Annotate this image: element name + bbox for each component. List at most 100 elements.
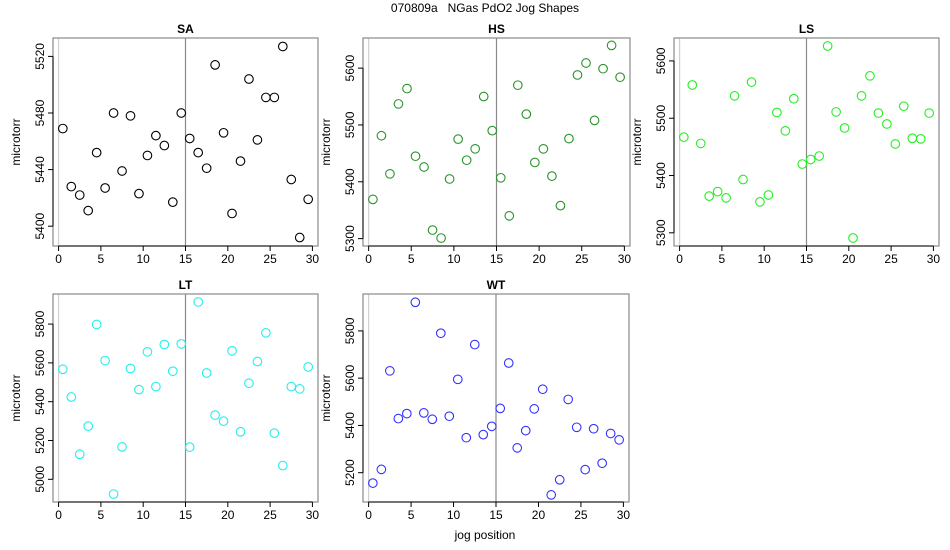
panel-title: HS [488,22,505,36]
data-point-hs [581,58,591,68]
x-tick-label: 0 [55,252,62,266]
data-point-sa [244,74,254,84]
x-tick-label: 30 [617,508,631,522]
data-point-sa [91,147,102,158]
data-point-hs [436,233,446,243]
x-tick-label: 25 [575,252,589,266]
data-point-lt [167,366,178,377]
data-point-hs [376,130,387,141]
data-point-hs [393,99,404,109]
data-point-sa [269,92,280,103]
data-point-lt [125,363,136,374]
panel-lt: LT microtorr 0 5 10 15 20 25 30 5000 5200 5400 5600 5… [9,278,319,522]
y-tick-label: 5520 [33,43,47,70]
data-point-wt [580,464,591,475]
data-point-hs [538,143,549,154]
data-point-ls [738,174,748,185]
y-tick-label: 5200 [33,427,47,454]
data-point-hs [453,134,463,145]
data-point-ls [763,190,774,200]
data-point-ls [755,197,765,207]
data-point-ls [898,101,909,112]
data-point-ls [687,80,698,90]
y-tick-label: 5600 [343,54,357,81]
data-point-sa [151,130,161,141]
data-point-sa [277,41,288,52]
x-tick-label: 15 [489,508,503,522]
data-point-sa [74,190,85,200]
x-tick-label: 5 [98,252,105,266]
data-point-hs [606,40,617,51]
data-point-wt [410,297,421,308]
data-point-sa [125,110,136,121]
data-point-hs [402,83,412,94]
data-point-hs [572,70,583,80]
data-point-lt [201,368,212,378]
data-point-lt [159,339,170,350]
data-point-ls [712,186,723,197]
y-tick-label: 5200 [343,459,357,486]
data-point-sa [134,188,144,199]
data-point-sa [66,181,77,192]
data-point-ls [797,159,808,169]
x-tick-label: 10 [137,252,151,266]
data-point-sa [100,183,110,193]
data-point-lt [193,297,204,307]
data-point-hs [461,155,472,166]
data-point-hs [385,168,395,179]
panel-title: SA [177,22,194,36]
data-point-wt [427,414,438,425]
x-tick-label: 0 [676,252,683,266]
data-point-ls [822,41,833,51]
data-point-sa [210,60,220,70]
data-point-lt [210,410,220,420]
data-point-ls [915,133,926,144]
y-tick-label: 5500 [654,105,668,132]
data-point-lt [91,319,102,330]
x-tick-label: 15 [179,508,193,522]
data-point-wt [486,421,497,432]
data-point-sa [193,147,204,158]
data-point-lt [100,355,110,366]
data-point-hs [368,194,378,205]
y-tick-label: 5000 [33,466,47,493]
data-point-lt [269,428,280,438]
data-point-lt [176,339,187,349]
data-point-lt [66,392,77,402]
data-point-hs [521,109,532,120]
data-point-lt [134,384,144,395]
y-tick-label: 5800 [343,317,357,344]
x-tick-label: 25 [574,508,588,522]
data-point-sa [142,150,153,161]
data-point-ls [856,91,867,101]
x-tick-label: 5 [408,508,415,522]
data-point-hs [555,200,566,211]
data-point-wt [520,425,531,436]
y-axis-label: microtorr [319,374,333,421]
data-point-ls [805,154,816,165]
data-point-ls [907,133,918,144]
data-point-sa [167,197,178,207]
data-point-ls [839,123,850,133]
data-point-sa [108,108,119,118]
x-tick-label: 10 [137,508,151,522]
data-point-sa [227,208,237,219]
data-point-sa [184,133,195,144]
data-point-ls [780,125,791,136]
y-tick-label: 5400 [343,412,357,439]
data-point-sa [286,174,297,185]
data-point-hs [427,225,438,235]
data-point-ls [814,151,825,161]
data-point-lt [57,364,68,375]
y-tick-label: 5300 [654,219,668,246]
data-point-hs [598,63,608,74]
data-point-hs [564,133,574,144]
x-tick-label: 0 [365,508,372,522]
data-point-ls [788,93,799,104]
y-tick-label: 5600 [654,47,668,74]
data-point-ls [729,91,740,101]
x-tick-label: 10 [447,508,461,522]
x-tick-label: 15 [179,252,193,266]
data-point-sa [176,108,187,118]
